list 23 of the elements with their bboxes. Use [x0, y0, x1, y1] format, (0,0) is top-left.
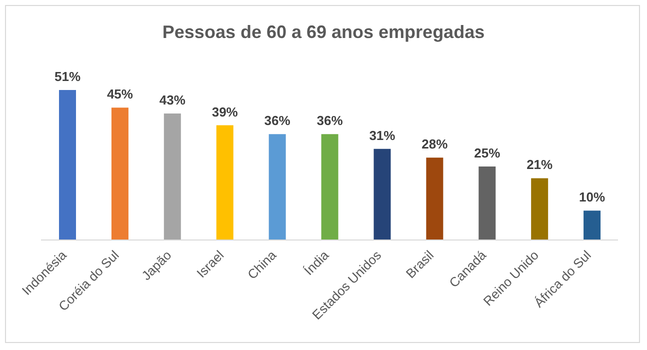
data-label: 51%	[54, 69, 81, 84]
data-label: 36%	[316, 113, 344, 128]
bar	[59, 90, 76, 240]
bar	[478, 166, 496, 240]
data-label: 10%	[579, 190, 606, 205]
data-label: 36%	[264, 113, 291, 128]
data-label: 45%	[106, 86, 134, 102]
bar	[216, 125, 234, 240]
bar	[268, 134, 286, 240]
chart-title: Pessoas de 60 a 69 anos empregadas	[161, 22, 486, 43]
bar	[111, 108, 128, 240]
bar	[374, 148, 391, 240]
data-label: 25%	[474, 145, 501, 160]
bar	[584, 210, 601, 240]
bar	[321, 134, 338, 240]
data-label: 21%	[526, 157, 554, 172]
data-label: 28%	[422, 136, 448, 152]
data-label: 43%	[159, 92, 186, 108]
bar	[164, 114, 181, 240]
data-label: 31%	[369, 128, 396, 143]
data-label: 39%	[212, 104, 238, 120]
bar	[426, 158, 444, 240]
bar	[531, 178, 548, 240]
